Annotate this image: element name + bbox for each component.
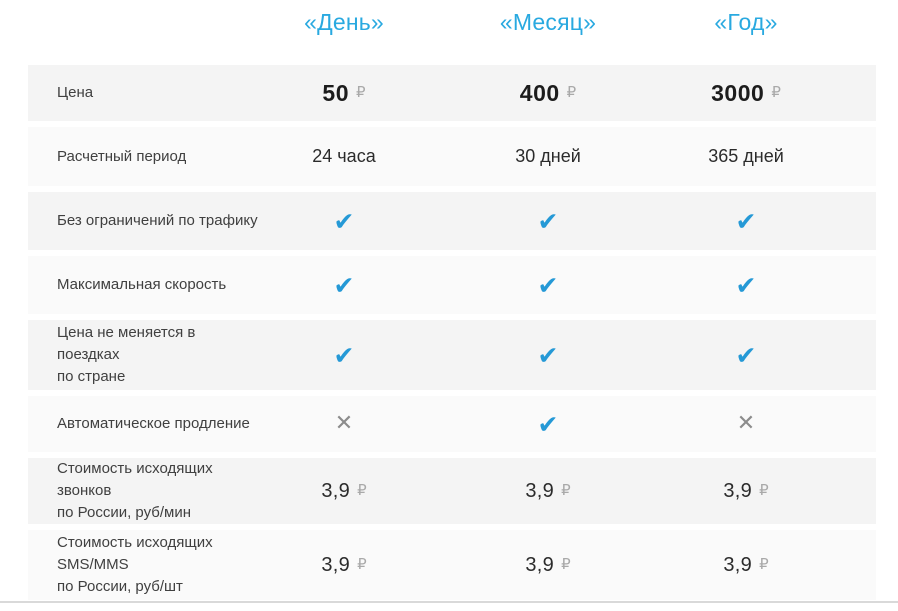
check-icon: ✔: [735, 340, 757, 370]
period-cell-day: 24 часа: [268, 127, 420, 186]
bool-cell-year: ✔: [676, 256, 816, 314]
rate-cell-day: 3,9 ₽: [268, 530, 420, 600]
rate-cell-month: 3,9 ₽: [420, 458, 676, 524]
ruble-sign: ₽: [357, 481, 367, 499]
table-row-unlimited-traffic: Без ограничений по трафику ✔ ✔ ✔: [28, 192, 876, 250]
cross-icon: ✕: [334, 411, 354, 436]
rate-cell-month: 3,9 ₽: [420, 530, 676, 600]
bool-cell-day: ✔: [268, 320, 420, 390]
check-icon: ✔: [333, 206, 355, 236]
rate-value: 3,9: [723, 479, 753, 502]
ruble-sign: ₽: [566, 83, 577, 101]
rate-cell-day: 3,9 ₽: [268, 458, 420, 524]
check-icon: ✔: [537, 409, 559, 439]
price-cell-month: 400 ₽: [420, 65, 676, 121]
bool-cell-day: ✕: [268, 396, 420, 452]
row-label: Стоимость исходящих звонков по России, р…: [57, 460, 213, 521]
bool-cell-month: ✔: [420, 256, 676, 314]
table-row-auto-renewal: Автоматическое продление ✕ ✔ ✕: [28, 396, 876, 452]
check-icon: ✔: [735, 270, 757, 300]
bool-cell-month: ✔: [420, 192, 676, 250]
row-label: Стоимость исходящих SMS/MMS по России, р…: [57, 534, 213, 595]
rate-value: 3,9: [723, 553, 753, 576]
period-value: 24 часа: [312, 146, 376, 166]
check-icon: ✔: [537, 340, 559, 370]
period-cell-month: 30 дней: [420, 127, 676, 186]
rate-value: 3,9: [525, 553, 555, 576]
bool-cell-day: ✔: [268, 256, 420, 314]
price-value: 3000: [711, 79, 765, 106]
table-row-period: Расчетный период 24 часа 30 дней 365 дне…: [28, 127, 876, 186]
price-cell-day: 50 ₽: [268, 65, 420, 121]
ruble-sign: ₽: [356, 83, 366, 101]
check-icon: ✔: [333, 270, 355, 300]
ruble-sign: ₽: [759, 555, 769, 573]
row-label: Максимальная скорость: [57, 276, 227, 293]
bool-cell-month: ✔: [420, 320, 676, 390]
bool-cell-month: ✔: [420, 396, 676, 452]
bool-cell-year: ✕: [676, 396, 816, 452]
cross-icon: ✕: [736, 411, 756, 436]
ruble-sign: ₽: [561, 555, 571, 573]
price-value: 400: [519, 79, 560, 106]
ruble-sign: ₽: [759, 481, 769, 499]
rate-cell-year: 3,9 ₽: [676, 458, 816, 524]
row-label: Цена не меняется в поездках по стране: [57, 324, 196, 385]
rate-value: 3,9: [321, 479, 351, 502]
ruble-sign: ₽: [771, 83, 781, 101]
bottom-divider: [0, 601, 898, 603]
row-label: Расчетный период: [57, 147, 187, 165]
price-cell-year: 3000 ₽: [676, 65, 816, 121]
row-label: Цена: [57, 84, 94, 101]
period-value: 30 дней: [515, 146, 581, 166]
check-icon: ✔: [537, 270, 559, 300]
ruble-sign: ₽: [561, 481, 571, 499]
rate-value: 3,9: [525, 479, 555, 502]
table-row-max-speed: Максимальная скорость ✔ ✔ ✔: [28, 256, 876, 314]
bool-cell-year: ✔: [676, 192, 816, 250]
bool-cell-day: ✔: [268, 192, 420, 250]
price-value: 50: [322, 79, 350, 106]
period-value: 365 дней: [708, 146, 784, 166]
check-icon: ✔: [735, 206, 757, 236]
rate-value: 3,9: [321, 553, 351, 576]
table-row-call-rate: Стоимость исходящих звонков по России, р…: [28, 458, 876, 524]
period-cell-year: 365 дней: [676, 127, 816, 186]
table-row-fixed-price-travel: Цена не меняется в поездках по стране ✔ …: [28, 320, 876, 390]
ruble-sign: ₽: [357, 555, 367, 573]
column-header-year[interactable]: «Год»: [714, 8, 778, 35]
tariff-table: «День» «Месяц» «Год» Цена 50 ₽ 400 ₽ 300…: [28, 0, 876, 606]
table-row-sms-rate: Стоимость исходящих SMS/MMS по России, р…: [28, 530, 876, 600]
table-row-price: Цена 50 ₽ 400 ₽ 3000 ₽: [28, 65, 876, 121]
column-header-month[interactable]: «Месяц»: [499, 8, 597, 35]
column-header-day[interactable]: «День»: [304, 8, 384, 35]
row-label: Без ограничений по трафику: [57, 212, 258, 229]
header-row: «День» «Месяц» «Год»: [28, 6, 876, 38]
check-icon: ✔: [333, 340, 355, 370]
bool-cell-year: ✔: [676, 320, 816, 390]
check-icon: ✔: [537, 206, 559, 236]
rate-cell-year: 3,9 ₽: [676, 530, 816, 600]
header-spacer: [28, 6, 268, 38]
row-label: Автоматическое продление: [57, 415, 250, 432]
